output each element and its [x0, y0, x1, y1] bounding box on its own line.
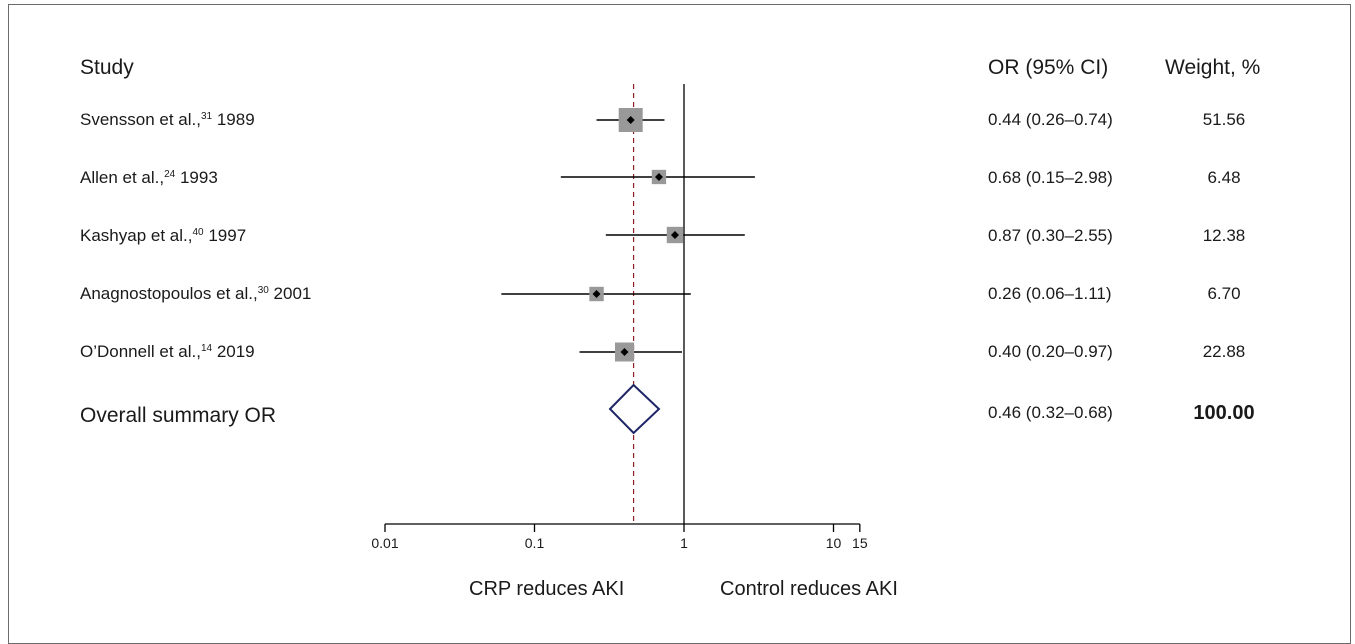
x-tick-label: 0.1 [525, 535, 545, 551]
study-weight: 6.70 [1207, 284, 1241, 303]
study-year: 1993 [179, 168, 218, 187]
header-weight: Weight, % [1165, 56, 1261, 79]
study-year: 2001 [273, 284, 312, 303]
overall-label: Overall summary OR [80, 404, 277, 427]
study-or: 0.40 (0.20–0.97) [988, 342, 1113, 361]
study-label: Anagnostopoulos et al.,30 2001 [80, 284, 311, 304]
point-estimate [620, 348, 629, 356]
study-ref: 14 [200, 343, 213, 354]
overall-weight: 100.00 [1193, 402, 1255, 424]
forest-plot: 0.01 0.1 1 10 15 [371, 84, 868, 551]
study-name: Anagnostopoulos et al., [80, 284, 258, 303]
study-weight: 12.38 [1202, 226, 1246, 245]
study-weight: 6.48 [1207, 168, 1241, 187]
x-tick-label: 10 [826, 535, 842, 551]
study-name: O’Donnell et al., [80, 342, 201, 361]
point-estimate [592, 290, 601, 298]
study-weight: 51.56 [1202, 110, 1246, 129]
study-ref: 40 [192, 227, 204, 238]
study-label: Kashyap et al.,40 1997 [80, 226, 246, 246]
x-tick-label: 0.01 [371, 535, 398, 551]
axis-label-right: Control reduces AKI [720, 578, 898, 600]
study-or: 0.44 (0.26–0.74) [988, 110, 1113, 129]
point-estimate [654, 173, 663, 181]
study-weight: 22.88 [1202, 342, 1246, 361]
header-study: Study [80, 56, 134, 79]
study-label: O’Donnell et al.,14 2019 [80, 342, 255, 362]
x-tick-label: 1 [680, 535, 688, 551]
x-tick-label: 15 [852, 535, 868, 551]
study-name: Kashyap et al., [80, 226, 193, 245]
study-ref: 31 [200, 111, 213, 122]
study-name: Svensson et al., [80, 110, 201, 129]
point-estimate [670, 231, 679, 239]
header-or: OR (95% CI) [988, 56, 1109, 79]
axis-label-left: CRP reduces AKI [469, 578, 625, 600]
study-label: Svensson et al.,31 1989 [80, 110, 255, 130]
study-or: 0.26 (0.06–1.11) [988, 284, 1112, 303]
study-ref: 30 [257, 285, 269, 296]
point-estimate [626, 116, 635, 124]
study-year: 1997 [208, 226, 247, 245]
study-ref: 24 [164, 169, 176, 180]
study-label: Allen et al.,24 1993 [80, 168, 218, 188]
study-or: 0.68 (0.15–2.98) [988, 168, 1113, 187]
study-or: 0.87 (0.30–2.55) [988, 226, 1113, 245]
summary-diamond [608, 383, 661, 435]
study-year: 1989 [216, 110, 255, 129]
study-year: 2019 [216, 342, 255, 361]
overall-or: 0.46 (0.32–0.68) [988, 403, 1113, 422]
study-name: Allen et al., [80, 168, 165, 187]
